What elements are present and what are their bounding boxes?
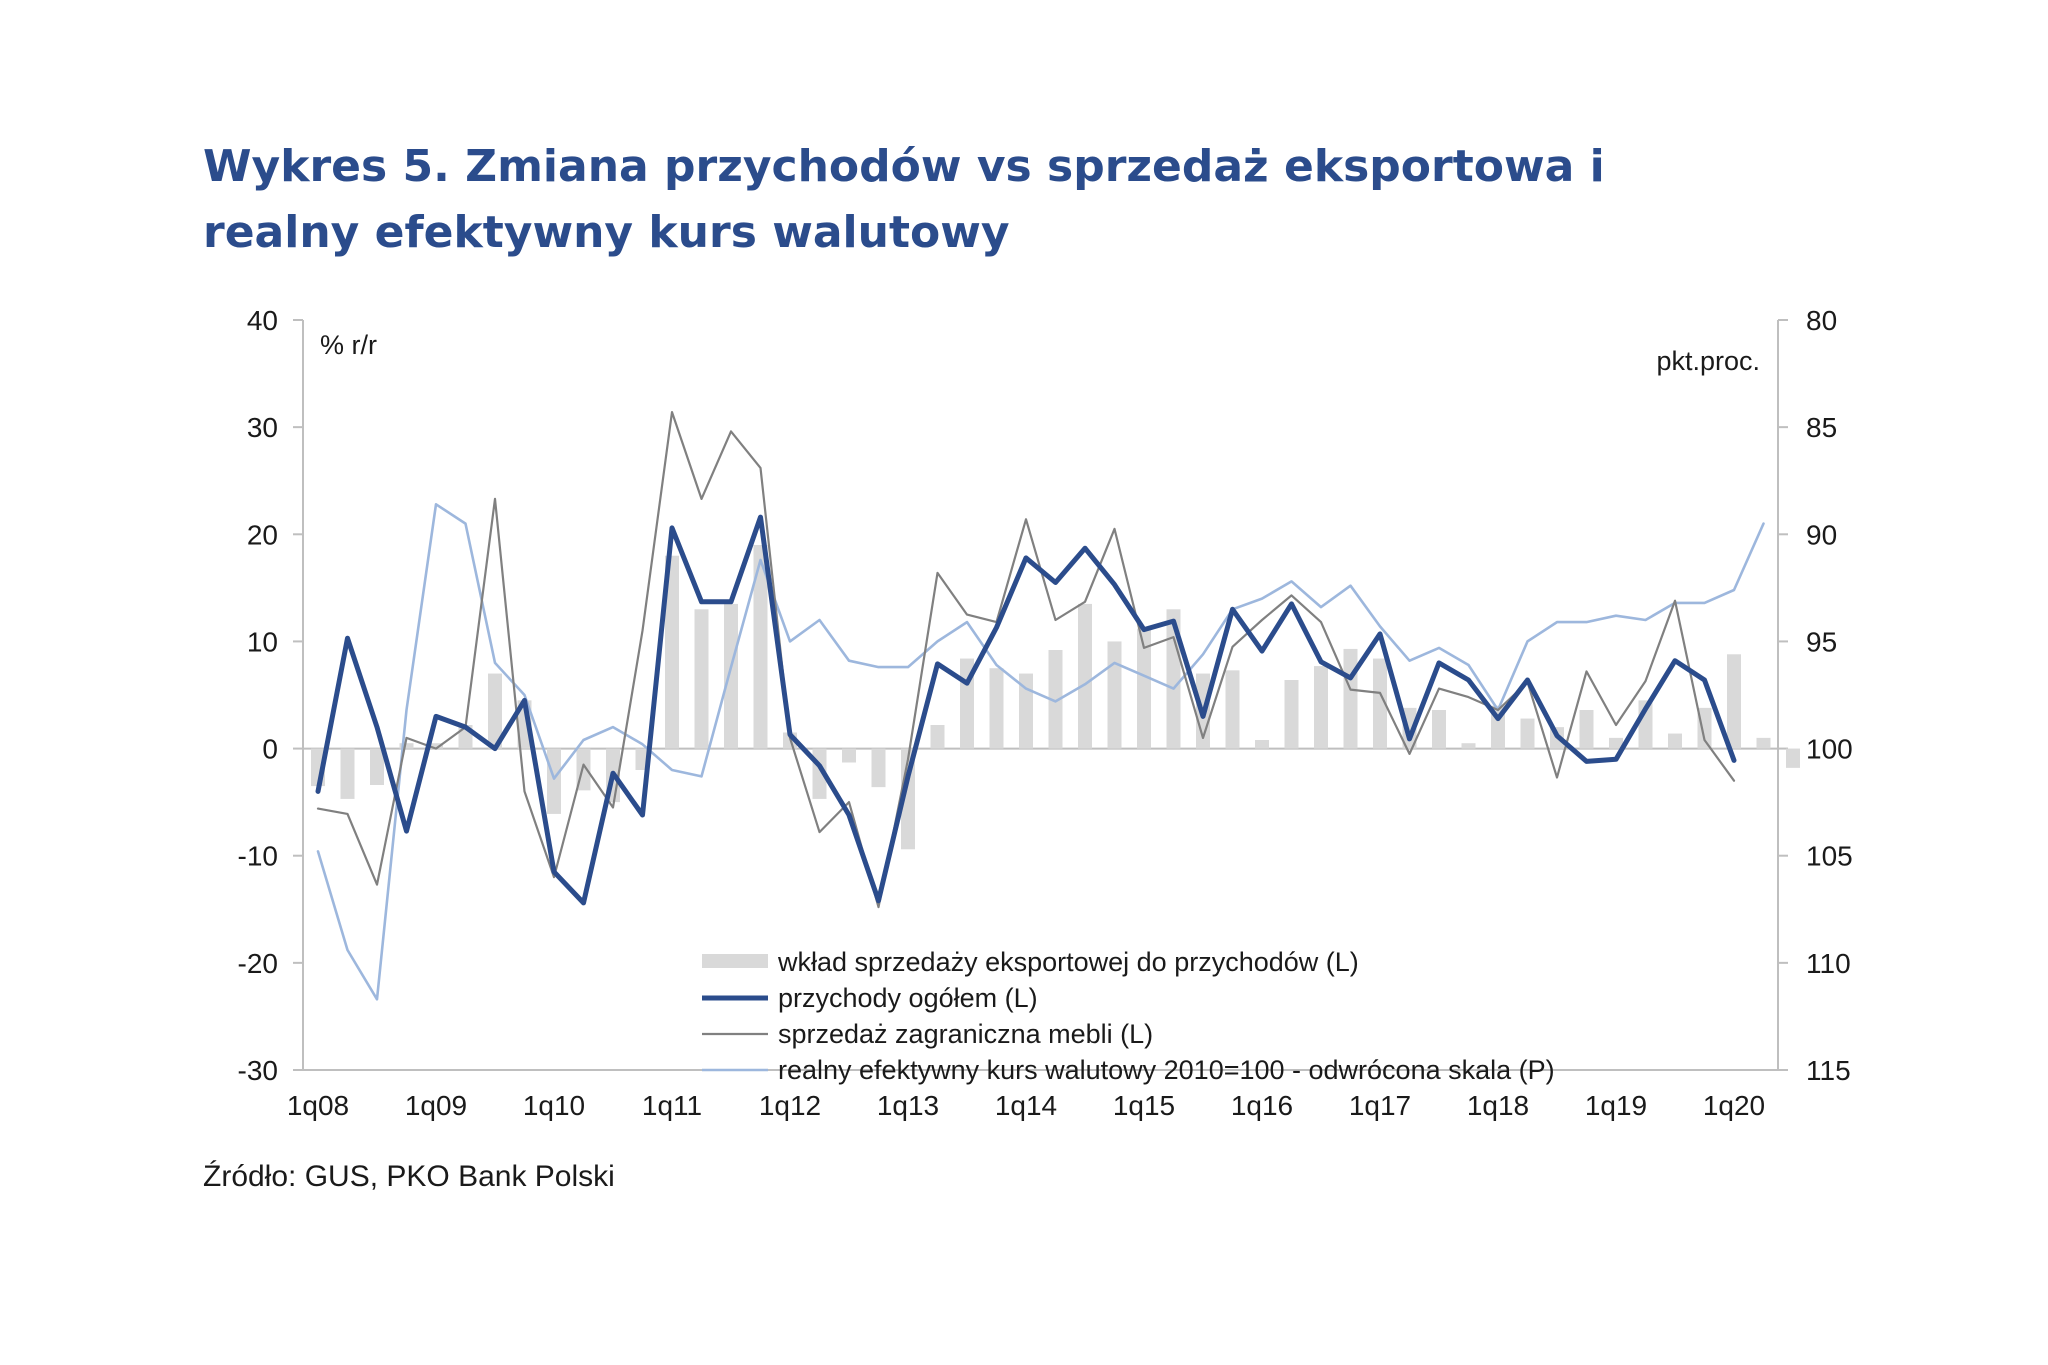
left-tick-label: 30	[247, 412, 278, 443]
legend-label: realny efektywny kurs walutowy 2010=100 …	[778, 1055, 1555, 1085]
x-tick-label: 1q18	[1467, 1090, 1529, 1121]
bar	[1048, 650, 1063, 749]
left-tick-label: 10	[247, 626, 278, 657]
right-tick-label: 80	[1806, 305, 1837, 336]
x-tick-label: 1q11	[642, 1090, 702, 1121]
bar	[1078, 603, 1092, 749]
bar	[399, 743, 414, 749]
legend: wkład sprzedaży eksportowej do przychodó…	[702, 947, 1555, 1085]
bar	[989, 668, 1004, 749]
x-tick-label: 1q09	[405, 1090, 467, 1121]
bar	[871, 748, 886, 788]
x-tick-label: 1q15	[1113, 1090, 1175, 1121]
bar	[1284, 680, 1299, 749]
bar	[1697, 707, 1712, 749]
bar	[842, 748, 856, 763]
bar	[1520, 718, 1535, 749]
left-axis-unit: % r/r	[320, 330, 377, 360]
x-tick-label: 1q13	[877, 1090, 939, 1121]
bar	[1166, 609, 1181, 749]
bar	[1107, 641, 1122, 749]
source-note: Źródło: GUS, PKO Bank Polski	[203, 1160, 615, 1193]
x-tick-label: 1q08	[287, 1090, 349, 1121]
bar	[1668, 733, 1682, 749]
tick-labels: 403020100-10-20-30808590951001051101151q…	[238, 305, 1853, 1121]
bar	[1373, 658, 1387, 749]
right-tick-label: 115	[1806, 1055, 1851, 1086]
bar	[724, 603, 738, 749]
bar	[1019, 673, 1033, 749]
bar	[1314, 666, 1328, 749]
bar	[1786, 748, 1800, 768]
bar	[340, 748, 355, 799]
line-series	[315, 411, 1765, 1001]
bar	[370, 748, 384, 785]
bar	[694, 609, 709, 749]
legend-label: sprzedaż zagraniczna mebli (L)	[778, 1019, 1153, 1049]
left-tick-label: 20	[247, 519, 278, 550]
bar	[1225, 670, 1240, 749]
bar	[1137, 628, 1151, 749]
bar	[429, 743, 443, 749]
x-tick-label: 1q20	[1703, 1090, 1765, 1121]
bar	[1255, 740, 1269, 749]
bar	[1609, 737, 1623, 749]
bar	[753, 545, 768, 749]
line-przychody-ogolem	[315, 514, 1737, 906]
line-realny-efektywny-kurs	[316, 502, 1765, 1001]
line-sprzedaz-zagraniczna-mebli	[316, 411, 1736, 909]
legend-label: wkład sprzedaży eksportowej do przychodó…	[777, 947, 1359, 977]
bar	[930, 725, 945, 749]
right-tick-label: 110	[1806, 948, 1851, 979]
bar	[1461, 743, 1476, 749]
x-tick-label: 1q14	[995, 1090, 1057, 1121]
legend-swatch-bar	[702, 954, 768, 968]
left-tick-label: -10	[238, 841, 278, 872]
bar	[665, 555, 679, 749]
bar	[488, 673, 502, 749]
left-tick-label: 40	[247, 305, 278, 336]
left-tick-label: -30	[238, 1055, 278, 1086]
bar	[1579, 710, 1594, 749]
right-tick-label: 85	[1806, 412, 1837, 443]
right-tick-label: 105	[1806, 841, 1853, 872]
bar-series	[311, 545, 1800, 850]
right-tick-label: 100	[1806, 734, 1853, 765]
bar	[1727, 654, 1741, 749]
bar	[1432, 710, 1446, 749]
bar	[1343, 648, 1358, 749]
left-tick-label: 0	[262, 734, 278, 765]
legend-label: przychody ogółem (L)	[778, 983, 1038, 1013]
chart: 403020100-10-20-30808590951001051101151q…	[238, 305, 1853, 1121]
bar	[1756, 737, 1771, 749]
chart-title: Wykres 5. Zmiana przychodów vs sprzedaż …	[203, 141, 1605, 258]
x-tick-label: 1q16	[1231, 1090, 1293, 1121]
x-tick-label: 1q10	[523, 1090, 585, 1121]
x-tick-label: 1q17	[1349, 1090, 1411, 1121]
bar	[547, 748, 561, 814]
right-tick-label: 90	[1806, 519, 1837, 550]
left-tick-label: -20	[238, 948, 278, 979]
x-tick-label: 1q19	[1585, 1090, 1647, 1121]
x-tick-label: 1q12	[759, 1090, 821, 1121]
right-tick-label: 95	[1806, 626, 1837, 657]
right-axis-unit: pkt.proc.	[1656, 346, 1760, 376]
